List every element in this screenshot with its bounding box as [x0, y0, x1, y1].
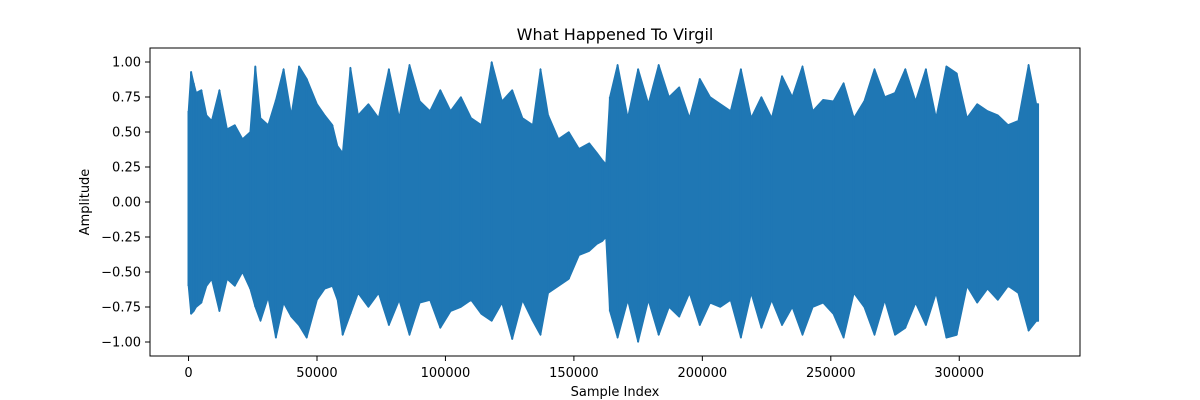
chart-title: What Happened To Virgil — [517, 25, 714, 44]
y-axis-ticks: −1.00 −0.75 −0.50 −0.25 0.00 0.25 0.50 0.75 1.00 — [101, 56, 150, 351]
y-tick-label: 0.50 — [112, 126, 141, 141]
x-tick-label: 300000 — [934, 366, 984, 381]
x-tick-label: 200000 — [678, 366, 728, 381]
y-tick-label: −0.25 — [101, 231, 141, 246]
x-axis-ticks: 0 50000 100000 150000 200000 250000 300000 — [184, 356, 984, 381]
x-tick-label: 50000 — [296, 366, 337, 381]
y-tick-label: −0.75 — [101, 301, 141, 316]
plot-area — [187, 61, 1040, 343]
x-tick-label: 0 — [184, 366, 192, 381]
x-tick-label: 150000 — [549, 366, 599, 381]
y-tick-label: 0.75 — [112, 91, 141, 106]
x-tick-label: 100000 — [421, 366, 471, 381]
y-axis-label: Amplitude — [78, 169, 93, 236]
y-tick-label: 1.00 — [112, 56, 141, 71]
waveform-series-0 — [187, 61, 1040, 343]
y-tick-label: 0.25 — [112, 161, 141, 176]
x-tick-label: 250000 — [806, 366, 856, 381]
x-axis-label: Sample Index — [571, 385, 660, 400]
y-tick-label: 0.00 — [112, 196, 141, 211]
y-tick-label: −1.00 — [101, 336, 141, 351]
y-tick-label: −0.50 — [101, 266, 141, 281]
